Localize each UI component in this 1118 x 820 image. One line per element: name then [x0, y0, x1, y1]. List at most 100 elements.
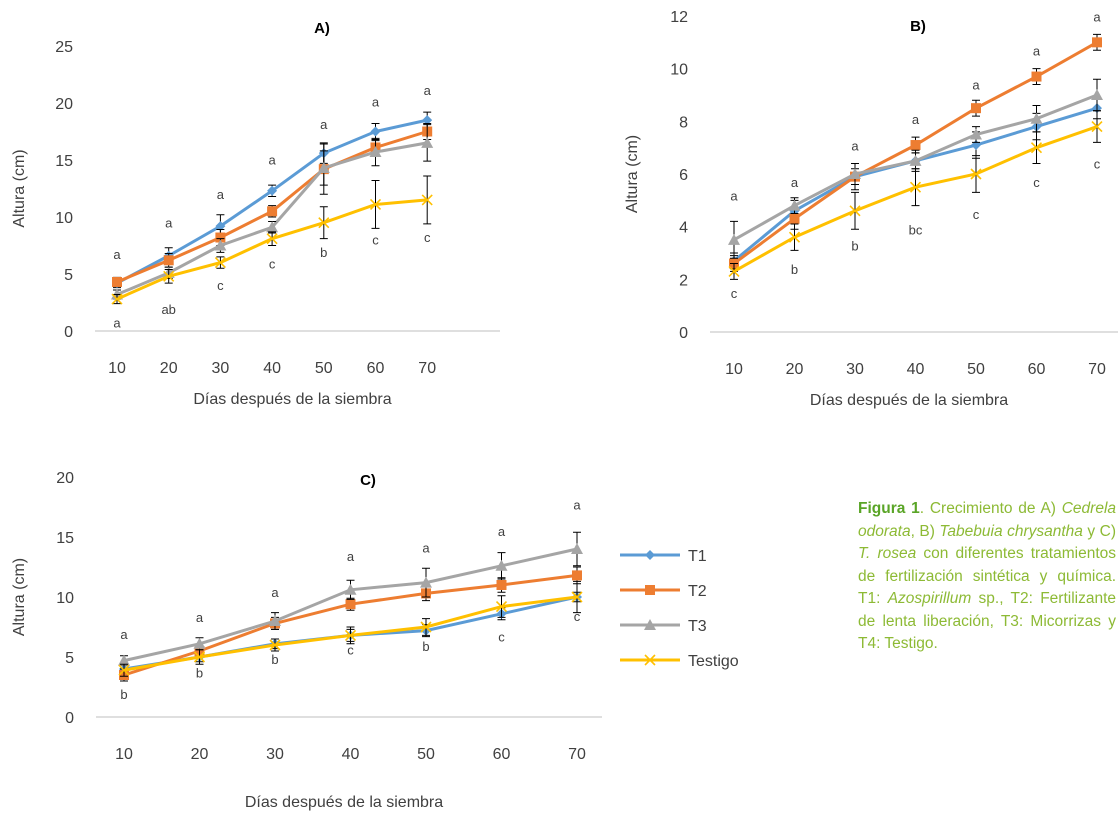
data-point — [112, 276, 122, 287]
data-point — [1091, 89, 1103, 100]
figure-caption: Figura 1. Crecimiento de A) Cedrela odor… — [858, 498, 1116, 656]
significance-letter: c — [1094, 157, 1101, 172]
data-point — [572, 570, 582, 581]
data-point — [849, 205, 861, 217]
x-tick-label: 40 — [263, 360, 281, 377]
y-tick-label: 10 — [56, 590, 74, 607]
significance-letter: a — [851, 138, 859, 153]
caption-text: . Crecimiento de A) — [919, 500, 1062, 517]
significance-letter: c — [574, 609, 581, 624]
caption-figure-number: Figura 1 — [858, 500, 920, 517]
data-point — [496, 580, 507, 590]
caption-species: Azospirillum — [887, 590, 972, 607]
legend: T1 T2 T3 Testigo — [620, 548, 739, 670]
data-point — [266, 221, 279, 233]
x-axis-title: Días después de la siembra — [193, 391, 391, 408]
data-point — [420, 621, 432, 633]
significance-letter: c — [372, 232, 379, 247]
significance-letter: c — [217, 278, 224, 293]
significance-letter: a — [113, 247, 121, 262]
legend-label: T1 — [688, 548, 707, 565]
data-point — [215, 232, 226, 243]
data-point — [495, 601, 508, 613]
significance-letter: c — [424, 230, 431, 245]
data-point — [788, 199, 801, 211]
significance-letter: b — [271, 652, 278, 667]
x-tick-label: 60 — [493, 746, 511, 763]
x-tick-label: 20 — [191, 746, 209, 763]
data-point — [1030, 112, 1043, 124]
significance-letter: b — [196, 665, 203, 680]
x-tick-label: 70 — [418, 360, 436, 377]
data-point — [267, 185, 278, 196]
y-tick-label: 5 — [65, 650, 74, 667]
significance-letter: bc — [909, 223, 923, 238]
chart-c: 0 5 10 15 20 10 20 30 40 50 60 70 Días después de la… — [11, 470, 602, 811]
y-tick-label: 25 — [55, 39, 73, 56]
x-tick-label: 50 — [417, 746, 435, 763]
y-tick-label: 5 — [64, 267, 73, 284]
significance-letter: c — [973, 207, 980, 222]
significance-letter: a — [113, 316, 121, 331]
x-tick-label: 30 — [212, 360, 230, 377]
data-point — [163, 270, 175, 282]
significance-letter: c — [498, 629, 505, 644]
significance-letter: a — [972, 78, 980, 93]
series-testigo — [728, 110, 1103, 280]
significance-letter: a — [271, 585, 279, 600]
data-point — [970, 128, 982, 140]
x-tick-label: 20 — [786, 361, 804, 378]
y-tick-label: 10 — [55, 210, 73, 227]
significance-letter: a — [424, 83, 432, 98]
data-point — [118, 654, 130, 666]
significance-letter: c — [269, 256, 276, 271]
x-tick-label: 60 — [1028, 361, 1046, 378]
chart-a: 0 5 10 15 20 25 10 20 30 40 50 60 70 Días después de … — [11, 20, 500, 408]
caption-text: con diferentes tratamientos de fertiliza… — [858, 545, 1116, 607]
data-point — [728, 265, 740, 277]
x-tick-label: 60 — [367, 360, 385, 377]
x-tick-label: 50 — [315, 360, 333, 377]
x-tick-label: 30 — [846, 361, 864, 378]
x-axis-title: Días después de la siembra — [245, 794, 443, 811]
legend-item-testigo: Testigo — [620, 653, 739, 670]
significance-letter: a — [372, 94, 380, 109]
data-point — [214, 257, 226, 269]
caption-text: y C) — [1082, 522, 1116, 540]
significance-letter: c — [347, 643, 354, 658]
data-point — [970, 168, 982, 180]
significance-letter: a — [422, 541, 430, 556]
legend-marker — [645, 550, 655, 560]
legend-marker — [645, 585, 655, 595]
caption-species: Cedrela odorata — [858, 500, 1117, 540]
legend-label: Testigo — [688, 653, 739, 670]
data-point — [571, 591, 583, 603]
data-point — [728, 233, 740, 245]
data-point — [789, 213, 800, 224]
caption-text: , B) — [910, 522, 940, 540]
significance-letter: a — [791, 175, 799, 190]
significance-letter: b — [320, 245, 327, 260]
significance-letter: a — [1033, 44, 1041, 59]
significance-letter: a — [573, 497, 581, 512]
legend-item-t3: T3 — [620, 618, 707, 635]
x-tick-label: 10 — [115, 746, 133, 763]
data-point — [909, 181, 922, 193]
data-point — [369, 198, 382, 211]
data-point — [269, 639, 281, 651]
data-point — [849, 168, 861, 179]
x-tick-label: 40 — [907, 361, 925, 378]
y-tick-label: 8 — [679, 114, 688, 131]
data-point — [193, 651, 206, 663]
significance-letter: a — [347, 549, 355, 564]
significance-letter: c — [731, 286, 738, 301]
legend-label: T3 — [688, 618, 707, 635]
x-tick-label: 40 — [342, 746, 360, 763]
legend-label: T2 — [688, 583, 707, 600]
x-tick-label: 50 — [967, 361, 985, 378]
chart-title: C) — [360, 472, 376, 489]
significance-letter: b — [422, 639, 429, 654]
data-point — [163, 255, 174, 266]
significance-letter: a — [196, 610, 204, 625]
